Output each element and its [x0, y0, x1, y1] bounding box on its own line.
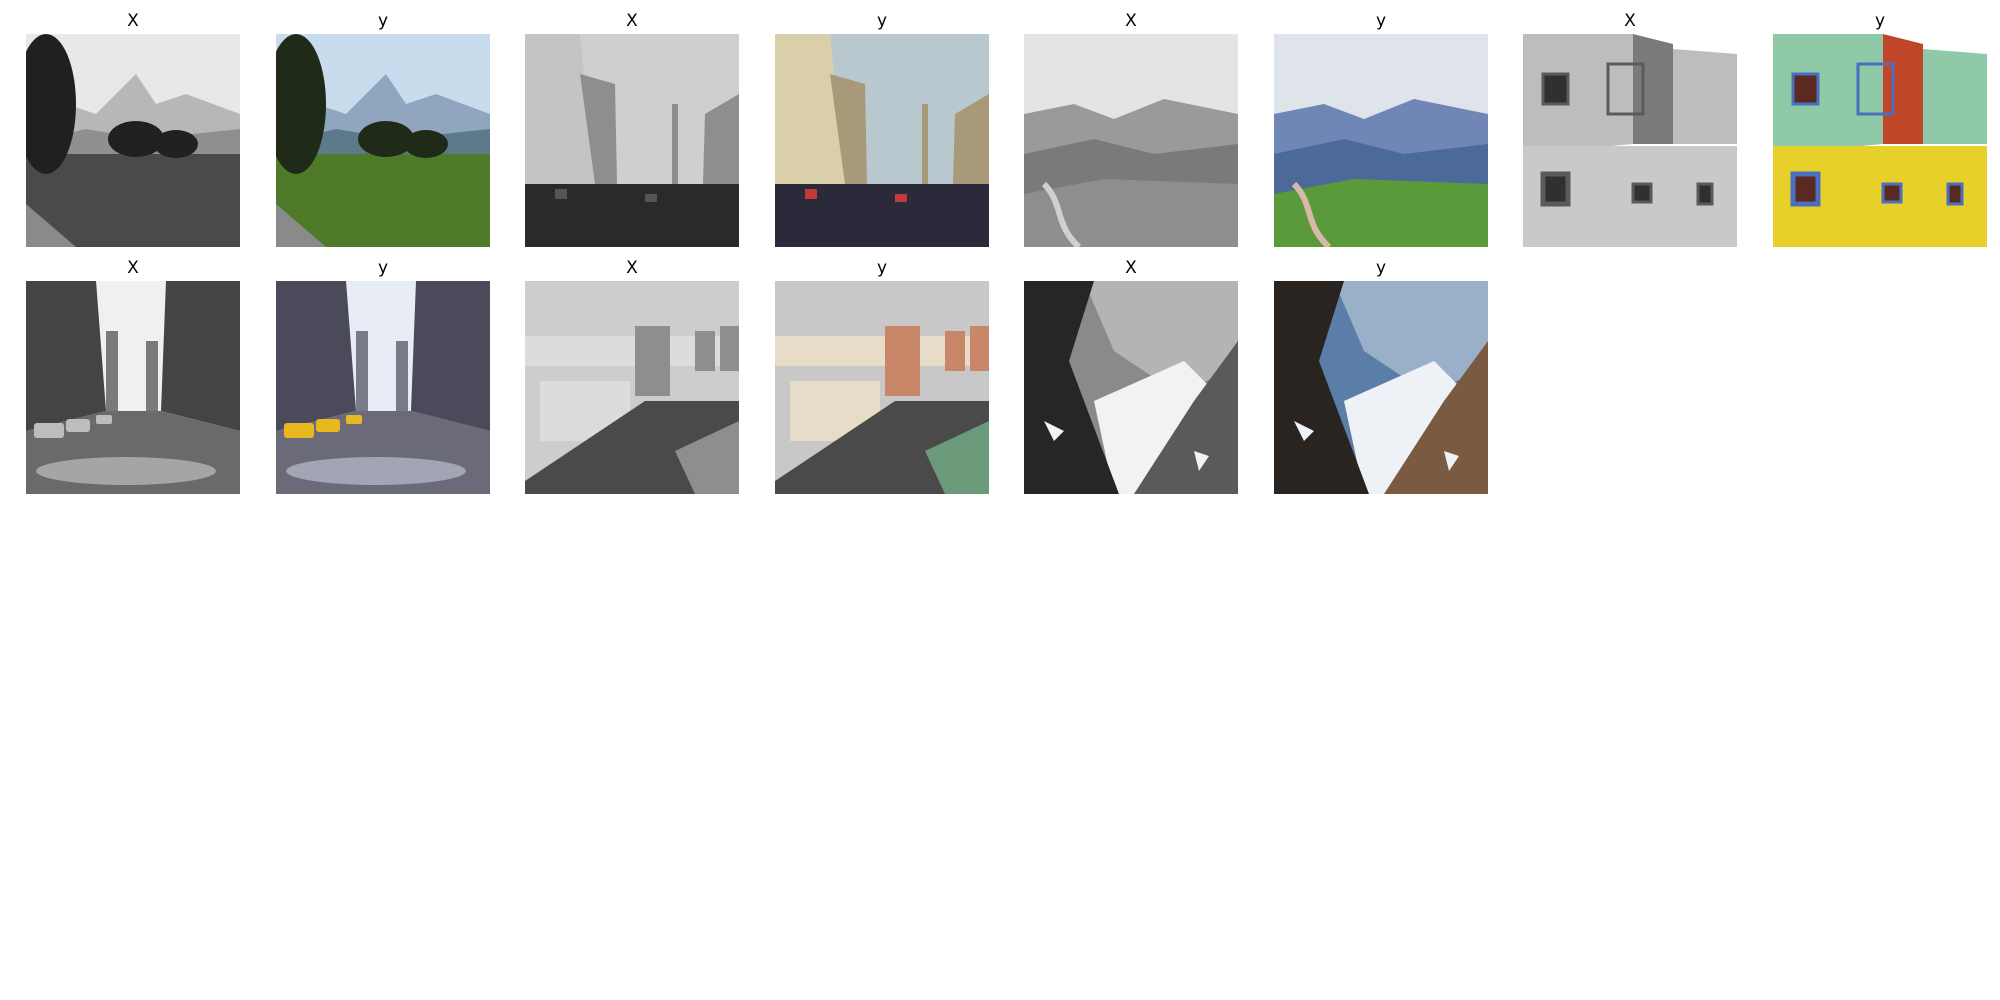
- image-panel: y: [1773, 10, 1987, 250]
- panel-image: [1024, 281, 1238, 494]
- image-panel: y: [775, 10, 989, 250]
- image-panel: y: [1274, 10, 1488, 250]
- panel-title: X: [127, 11, 139, 31]
- panel-image: [276, 281, 490, 494]
- panel-title: y: [377, 11, 389, 31]
- panel-image: [1274, 281, 1488, 494]
- panel-title: X: [1125, 11, 1137, 31]
- panel-image: [1523, 34, 1737, 247]
- panel-image: [276, 34, 490, 247]
- image-panel: y: [276, 257, 490, 497]
- image-panel: X: [525, 10, 739, 250]
- panel-title: X: [1125, 258, 1137, 278]
- image-panel: y: [1274, 257, 1488, 497]
- image-panel: X: [525, 257, 739, 497]
- panel-title: y: [876, 11, 888, 31]
- panel-title: X: [127, 258, 139, 278]
- panel-title: y: [1375, 258, 1387, 278]
- panel-image: [1274, 34, 1488, 247]
- panel-image: [1024, 34, 1238, 247]
- image-panel: X: [1024, 10, 1238, 250]
- panel-image: [775, 281, 989, 494]
- panel-image: [26, 281, 240, 494]
- panel-title: X: [1624, 11, 1636, 31]
- panel-image: [525, 281, 739, 494]
- panel-title: y: [1375, 11, 1387, 31]
- panel-title: X: [626, 258, 638, 278]
- image-panel: y: [775, 257, 989, 497]
- image-panel: X: [26, 10, 240, 250]
- image-panel: X: [1523, 10, 1737, 250]
- panel-image: [775, 34, 989, 247]
- panel-title: y: [876, 258, 888, 278]
- image-panel: y: [276, 10, 490, 250]
- panel-image: [26, 34, 240, 247]
- panel-title: y: [377, 258, 389, 278]
- panel-title: y: [1874, 11, 1886, 31]
- image-panel: X: [26, 257, 240, 497]
- image-panel: X: [1024, 257, 1238, 497]
- panel-image: [525, 34, 739, 247]
- panel-title: X: [626, 11, 638, 31]
- panel-image: [1773, 34, 1987, 247]
